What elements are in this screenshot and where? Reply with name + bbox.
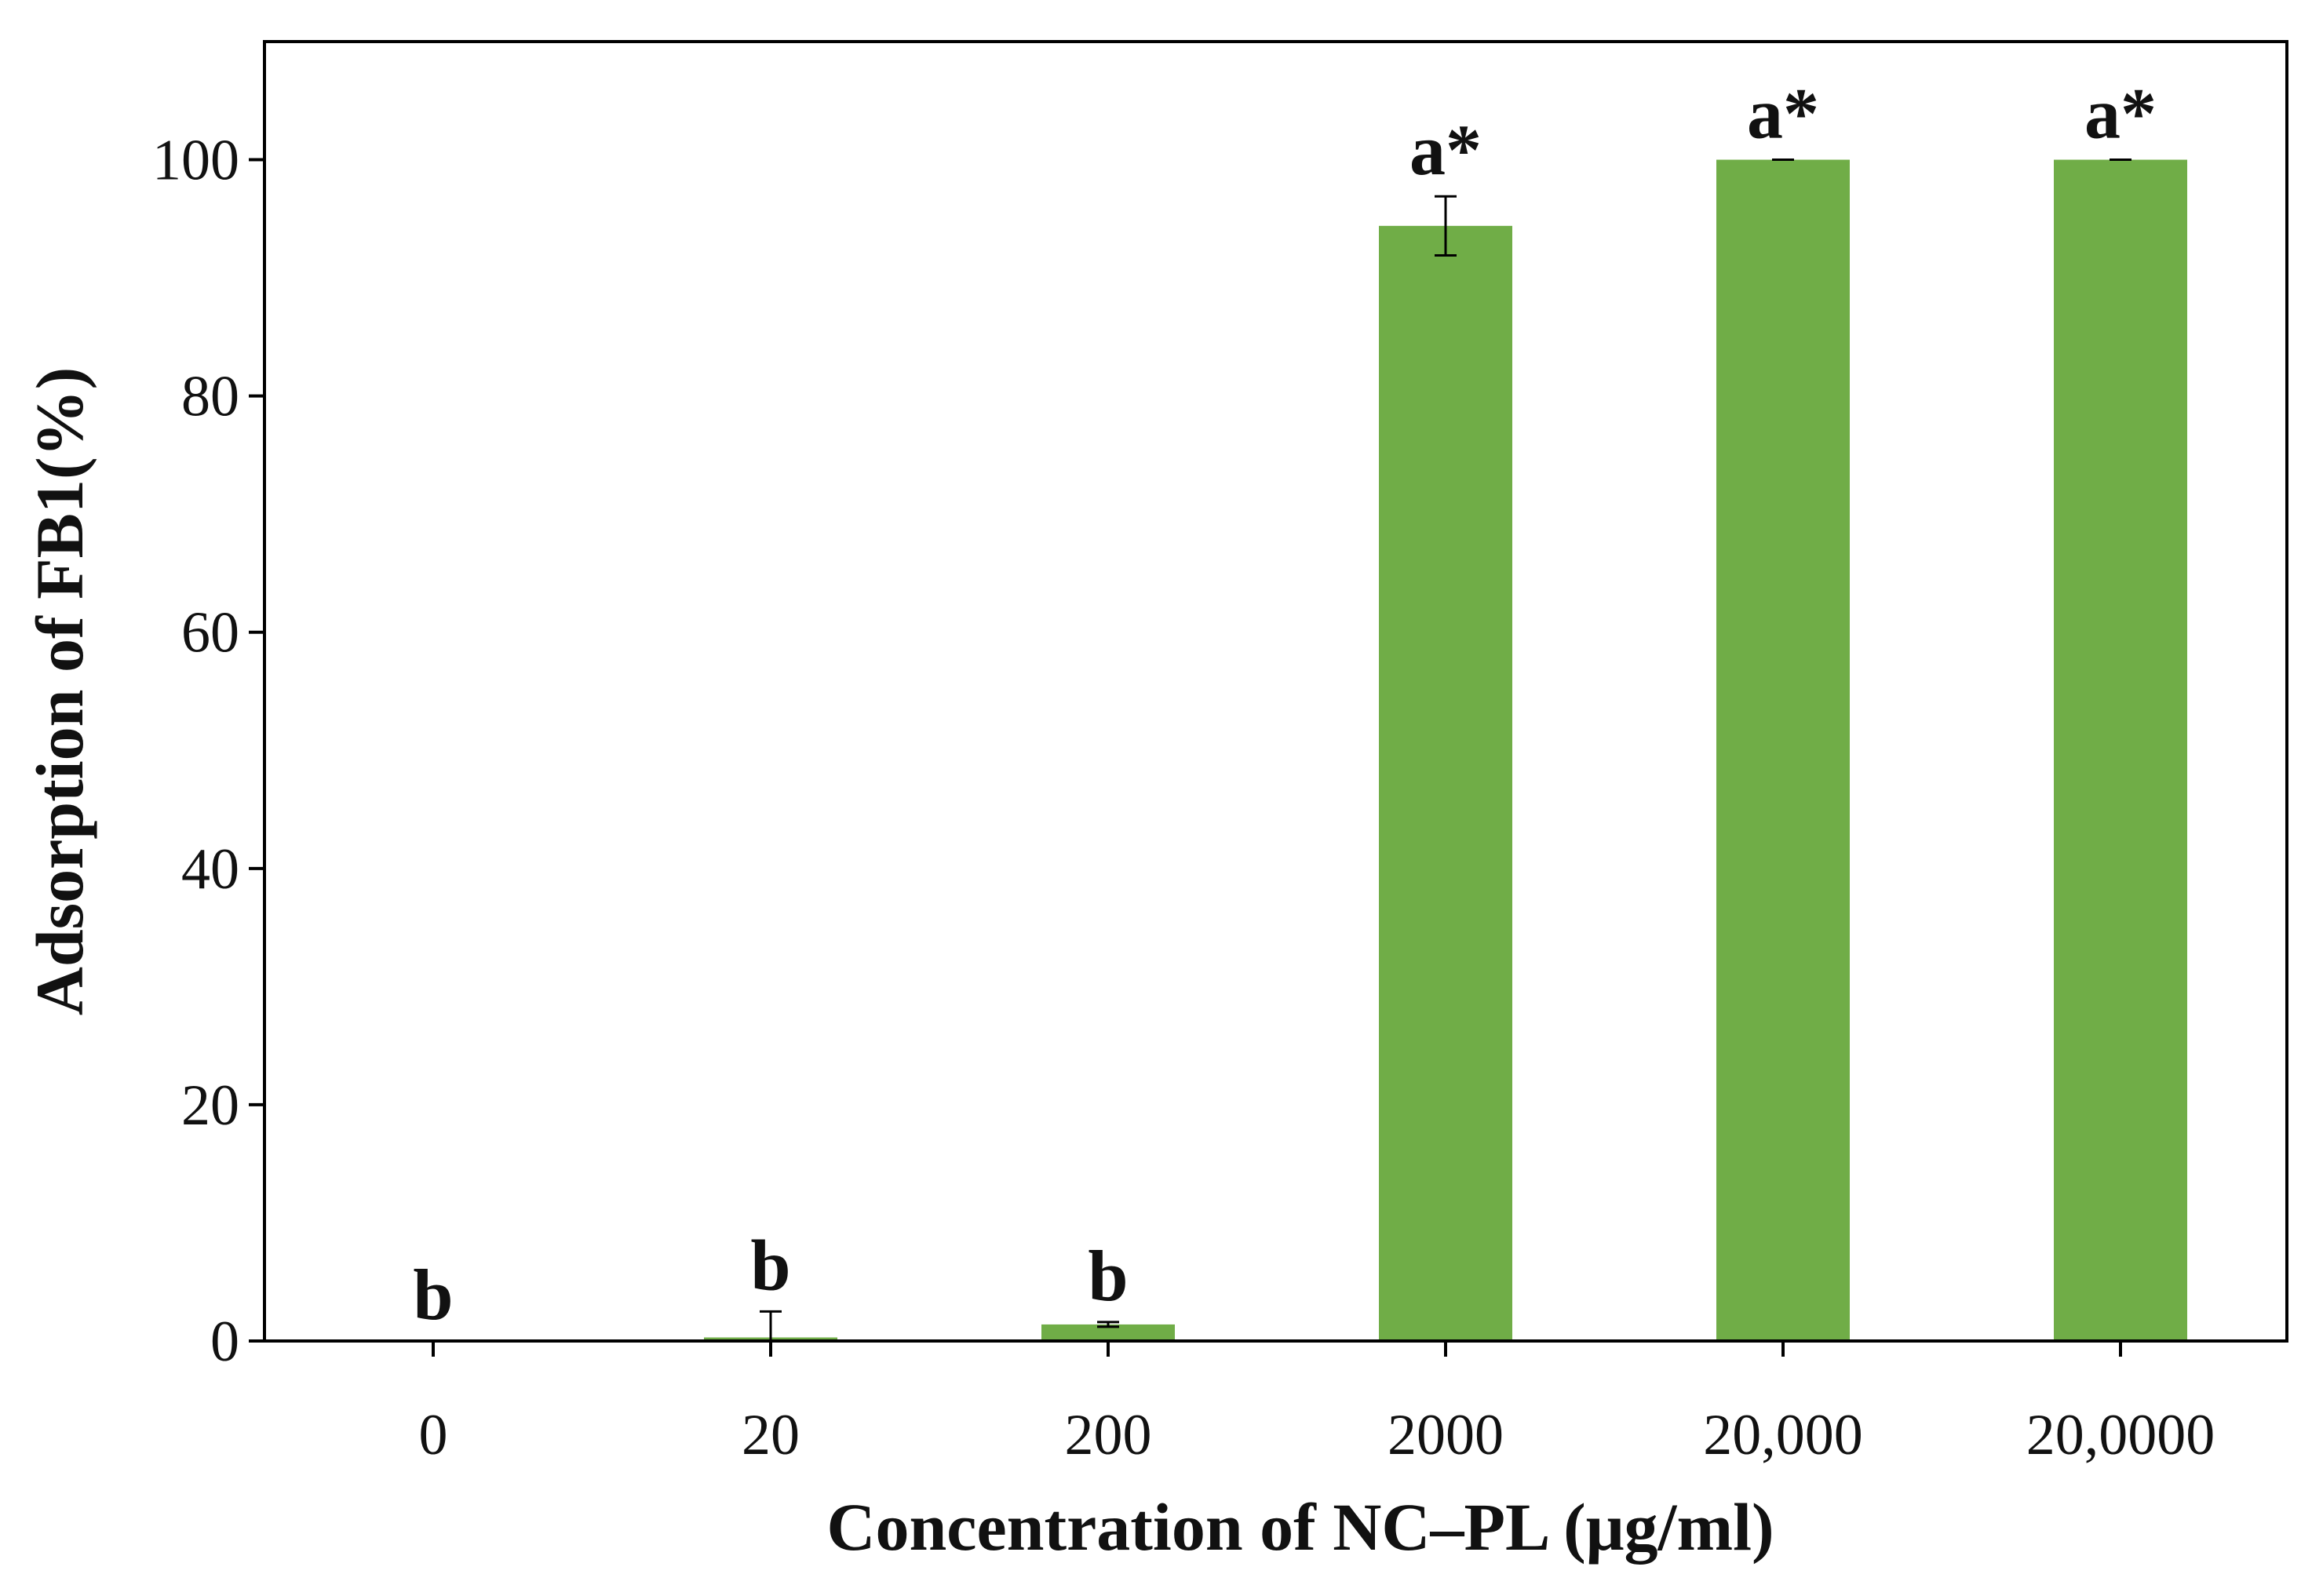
- bar: [1041, 1324, 1175, 1341]
- plot-frame: [263, 40, 2288, 1343]
- y-tick-label: 60: [181, 601, 239, 665]
- bar: [1716, 159, 1850, 1342]
- error-bars-layer: [422, 159, 2131, 1343]
- x-tick-label: 20,0000: [2026, 1403, 2215, 1467]
- x-ticks-layer: 0 20 200 2000 20,000 20,0000: [419, 1341, 2215, 1467]
- x-tick-label: 2000: [1388, 1403, 1504, 1467]
- significance-label: a*: [1747, 74, 1819, 154]
- significance-label: b: [413, 1255, 453, 1335]
- significance-label: b: [750, 1225, 790, 1305]
- x-tick-label: 0: [419, 1403, 448, 1467]
- y-tick-label: 40: [181, 837, 239, 902]
- x-axis-title: Concentration of NC–PL (μg/ml): [826, 1489, 1774, 1565]
- y-tick-label: 0: [210, 1310, 239, 1374]
- x-tick-label: 200: [1065, 1403, 1152, 1467]
- axes-layer: [263, 40, 2288, 1343]
- significance-label: a*: [1409, 110, 1482, 190]
- y-tick-label: 100: [152, 129, 239, 193]
- x-tick-label: 20,000: [1703, 1403, 1863, 1467]
- significance-labels-layer: b b b a* a* a*: [413, 74, 2157, 1335]
- y-tick-label: 80: [181, 365, 239, 429]
- bar: [2054, 159, 2187, 1342]
- significance-label: a*: [2084, 74, 2157, 154]
- y-ticks-layer: 0 20 40 60 80 100: [152, 129, 264, 1374]
- bars-layer: [704, 159, 2187, 1342]
- y-axis-title: Adsorption of FB1(%): [22, 367, 97, 1016]
- y-tick-label: 20: [181, 1073, 239, 1138]
- bar: [1379, 225, 1512, 1341]
- significance-label: b: [1088, 1236, 1128, 1316]
- x-tick-label: 20: [742, 1403, 800, 1467]
